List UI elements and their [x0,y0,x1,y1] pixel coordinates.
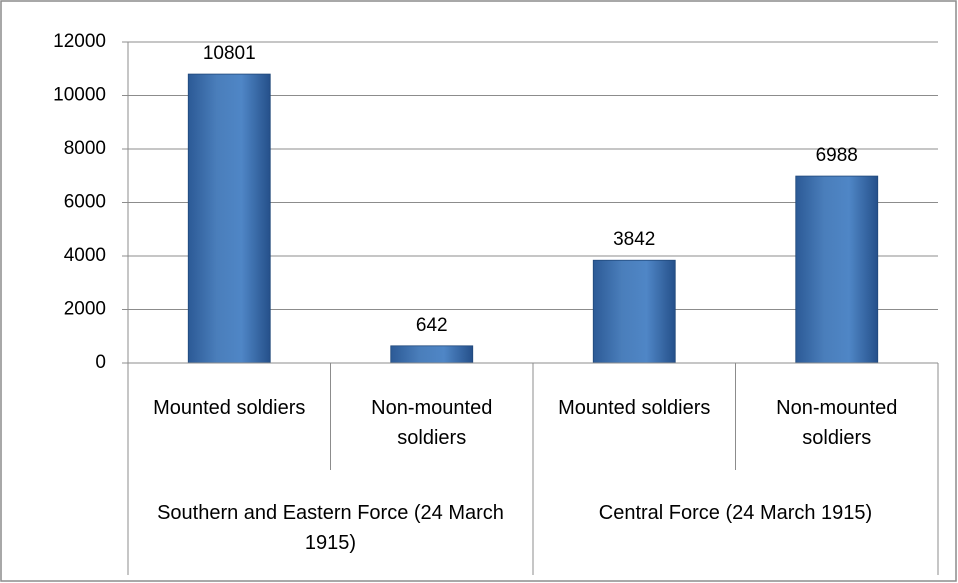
x-tick-label-box: Non-mounted soldiers [371,397,493,449]
x-tick-label-box: Mounted soldiers [558,397,711,419]
x-tick-label-box: Mounted soldiers [153,397,306,419]
bar [390,345,474,364]
bar [187,73,271,364]
y-tick-label: 6000 [64,192,106,213]
x-tick-label: Mounted soldiers [558,397,711,419]
bar [592,259,676,364]
data-label: 6988 [816,145,858,166]
data-label: 642 [416,315,448,336]
group-label-box: Central Force (24 March 1915) [598,502,873,524]
y-tick-label: 8000 [64,138,106,159]
group-label: Southern and Eastern Force (24 March 191… [157,502,504,554]
x-tick-label: Mounted soldiers [153,397,306,419]
bar [795,175,879,364]
y-tick-label: 2000 [64,299,106,320]
x-tick-label: Non-mounted soldiers [371,397,493,449]
y-tick-label: 10000 [53,85,106,106]
data-label: 3842 [613,229,655,250]
y-tick-label: 0 [95,352,106,373]
group-label-box: Southern and Eastern Force (24 March 191… [157,502,504,554]
x-tick-label: Non-mounted soldiers [776,397,898,449]
y-tick-label: 4000 [64,245,106,266]
x-tick-label-box: Non-mounted soldiers [776,397,898,449]
group-label: Central Force (24 March 1915) [598,502,873,524]
data-label: 10801 [203,43,256,64]
y-tick-label: 12000 [53,31,106,52]
